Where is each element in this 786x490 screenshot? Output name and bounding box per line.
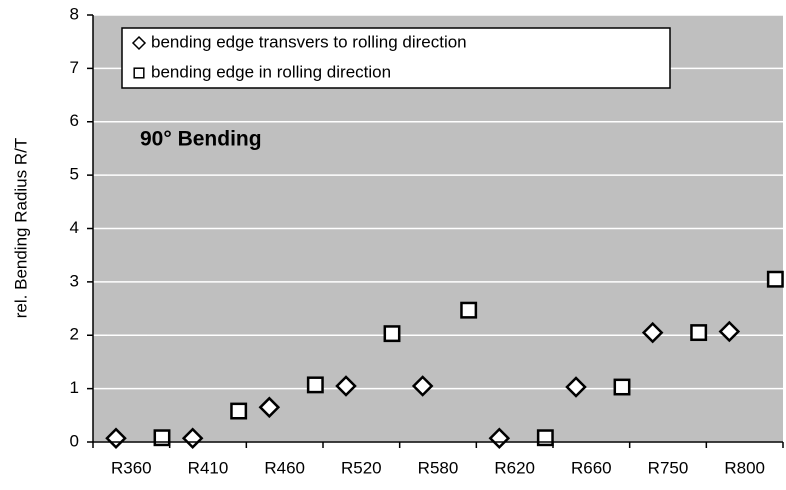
diamond-marker <box>258 396 281 419</box>
diamond-marker <box>335 375 357 397</box>
x-tick-label: R620 <box>494 458 535 477</box>
square-marker <box>383 325 401 343</box>
square-marker <box>133 67 145 79</box>
x-tick-label: R520 <box>341 458 382 477</box>
diamond-marker <box>641 321 664 344</box>
y-tick-label: 7 <box>70 58 79 77</box>
annotation: 90° Bending <box>140 128 262 151</box>
y-tick-label: 5 <box>70 165 79 184</box>
square-marker <box>536 429 554 447</box>
legend <box>121 27 671 89</box>
square-marker <box>460 301 478 319</box>
diamond-marker <box>131 35 147 51</box>
diamond-marker <box>105 427 127 450</box>
y-tick-label: 0 <box>70 431 79 450</box>
y-tick-label: 1 <box>70 378 79 397</box>
square-marker <box>153 429 171 447</box>
x-tick-label: R580 <box>418 458 459 477</box>
square-marker <box>613 378 631 396</box>
y-axis-label: rel. Bending Radius R/T <box>11 138 30 318</box>
x-tick-label: R360 <box>111 458 152 477</box>
marks <box>105 270 784 450</box>
square-marker <box>690 324 708 342</box>
legend-label: bending edge transvers to rolling direct… <box>151 32 467 51</box>
y-tick-label: 3 <box>70 271 79 290</box>
y-tick-label: 8 <box>70 4 79 23</box>
x-tick-label: R750 <box>648 458 689 477</box>
x-tick-label: R460 <box>264 458 305 477</box>
y-tick-label: 2 <box>70 325 79 344</box>
y-tick-label: 6 <box>70 111 79 130</box>
square-marker <box>306 376 324 394</box>
diamond-marker <box>181 427 204 450</box>
diamond-marker <box>411 375 434 397</box>
diamond-marker <box>488 427 511 450</box>
y-tick-label: 4 <box>70 218 79 237</box>
diamond-marker <box>565 376 587 398</box>
x-tick-label: R410 <box>188 458 229 477</box>
legend-label: bending edge in rolling direction <box>151 62 391 81</box>
x-tick-label: R660 <box>571 458 612 477</box>
square-marker <box>230 402 248 420</box>
square-marker <box>766 270 784 288</box>
diamond-marker <box>718 320 741 343</box>
x-tick-label: R800 <box>724 458 765 477</box>
